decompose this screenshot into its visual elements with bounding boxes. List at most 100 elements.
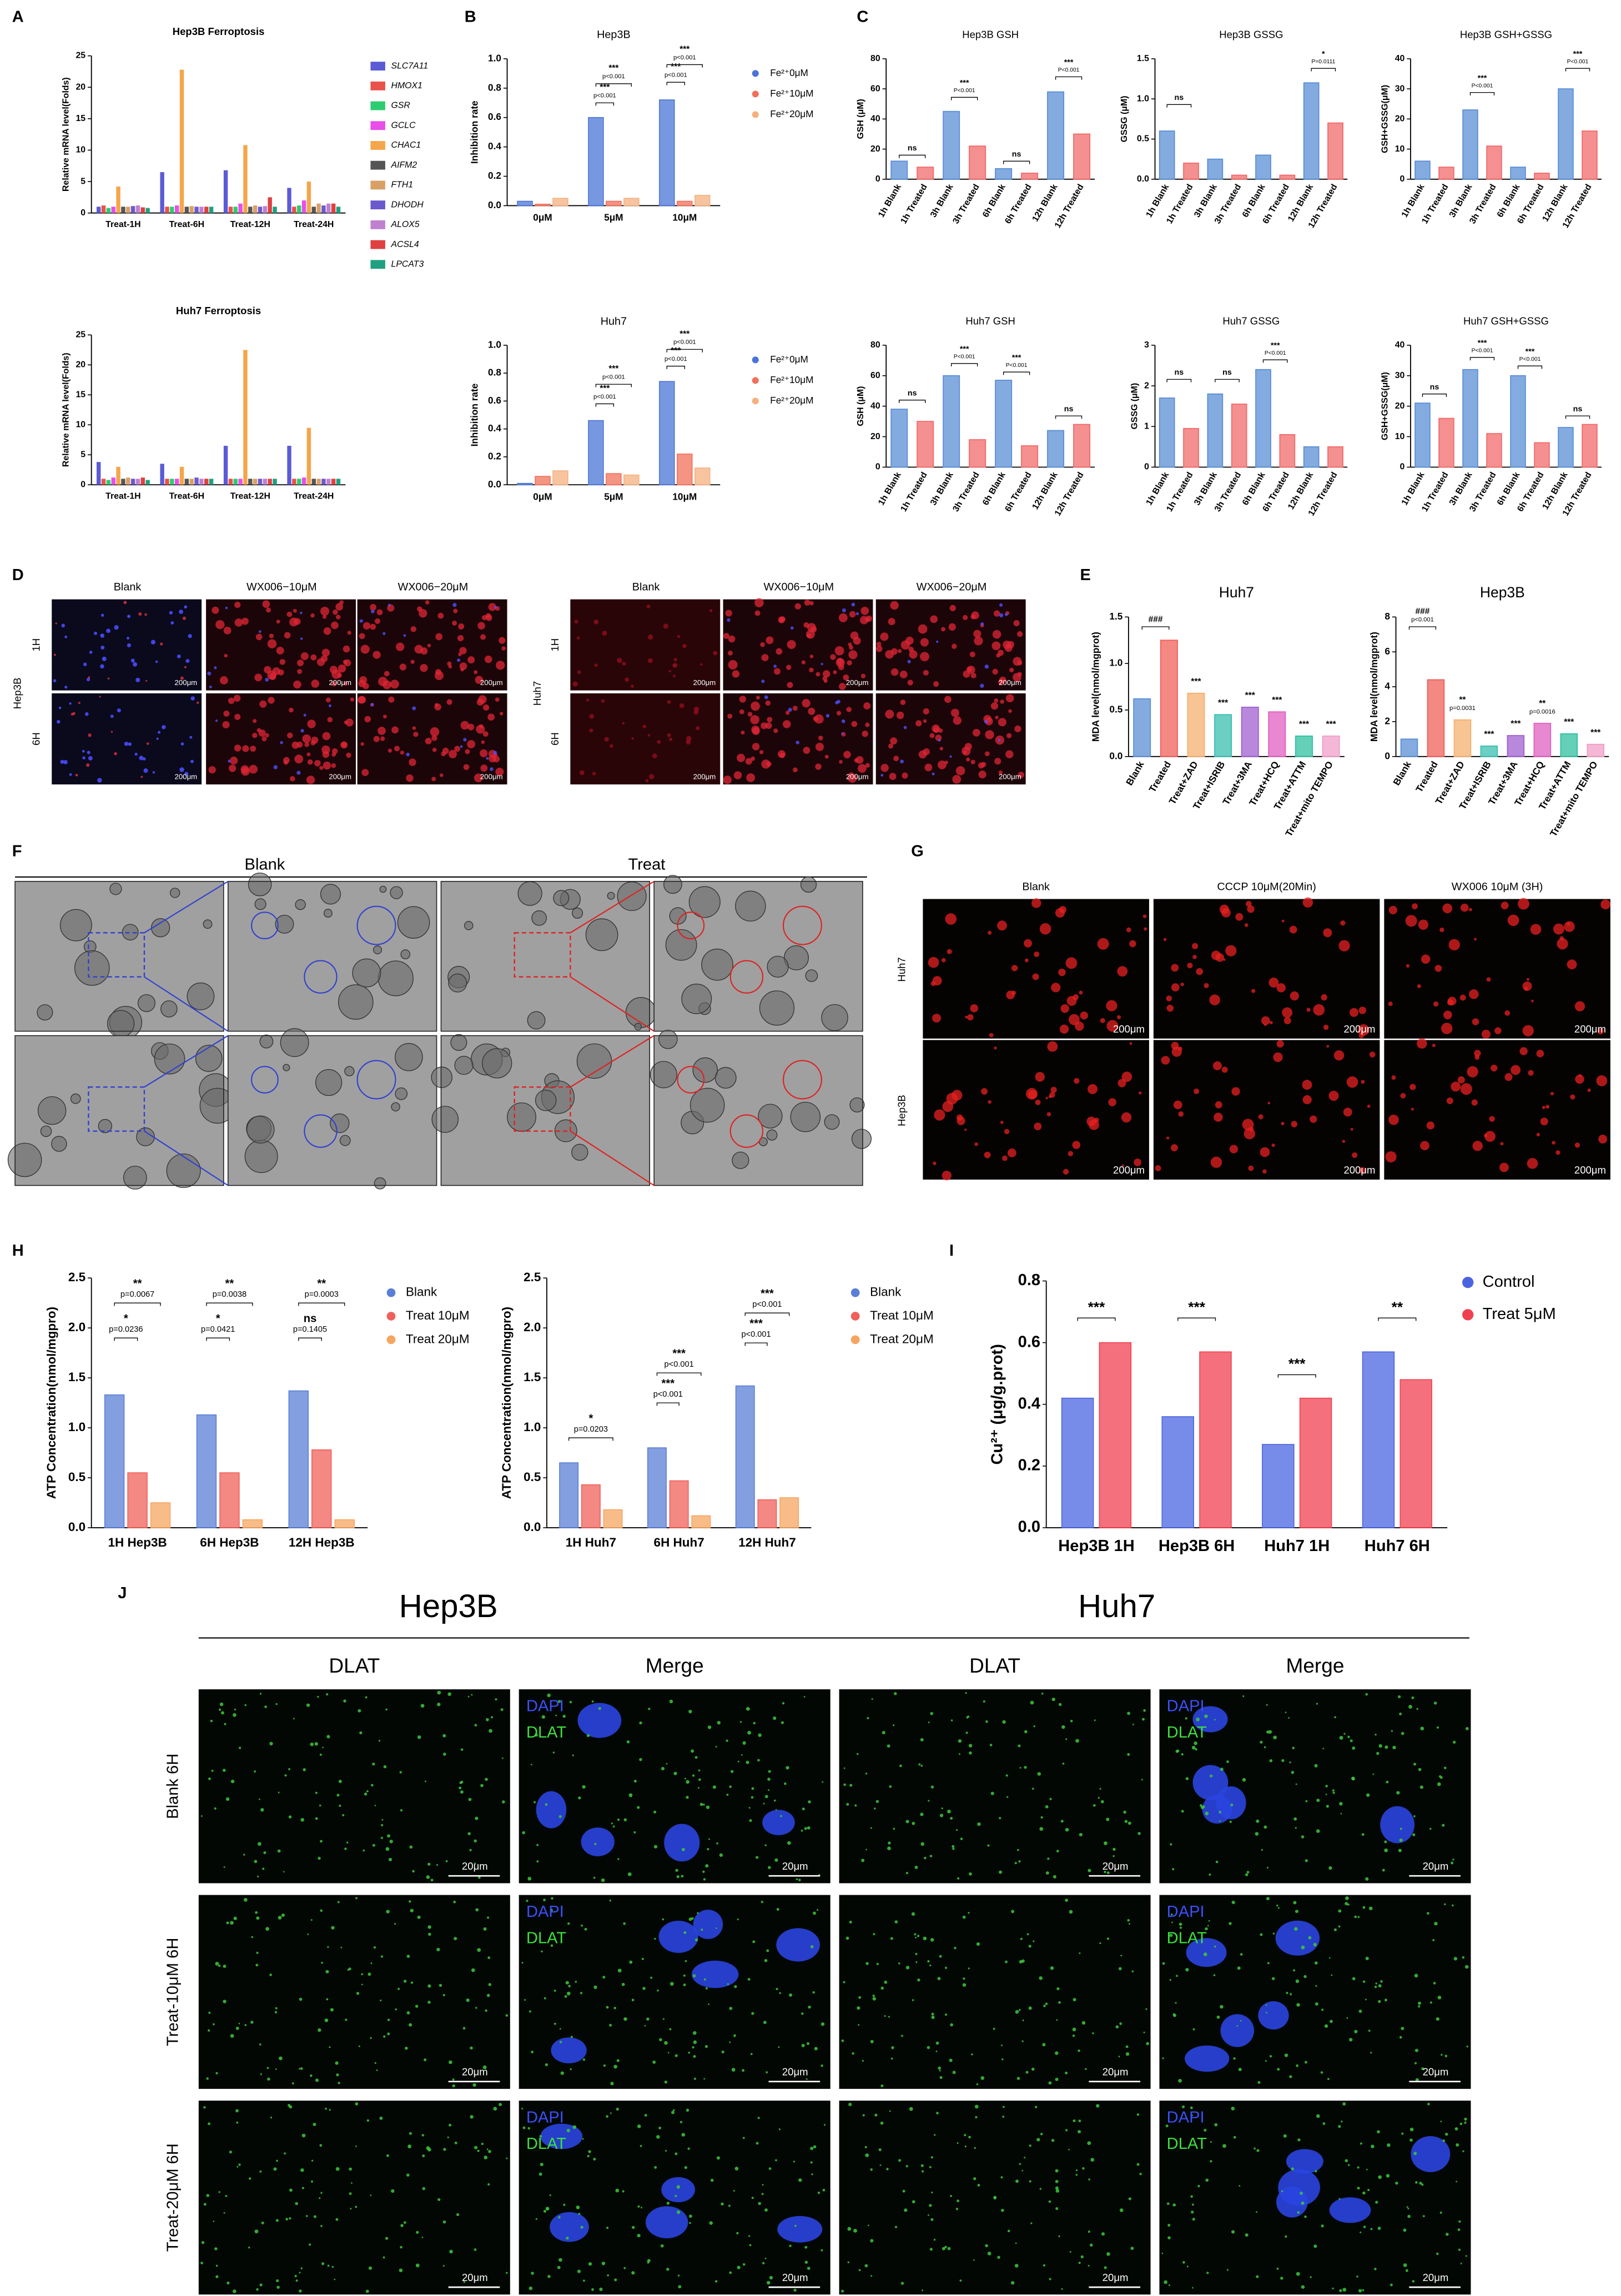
micrograph-spot: [568, 1985, 571, 1988]
micrograph-spot: [507, 1102, 536, 1132]
micrograph-spot: [1433, 1982, 1436, 1985]
micrograph-spot: [875, 645, 883, 652]
micrograph-spot: [471, 1694, 473, 1696]
micrograph-spot: [481, 2142, 484, 2146]
micrograph-spot: [688, 1710, 692, 1714]
y-tick-label: 3: [1144, 340, 1149, 350]
micrograph-spot: [761, 2193, 764, 2196]
micrograph-spot: [1361, 1833, 1365, 1836]
micrograph-spot: [598, 1706, 601, 1710]
micrograph-spot: [1574, 1142, 1580, 1148]
micrograph-spot: [463, 764, 470, 771]
micrograph-spot: [349, 2192, 352, 2196]
micrograph-spot: [453, 1900, 456, 1904]
significance-label: P<0.001: [954, 88, 975, 94]
micrograph-spot: [1333, 1050, 1345, 1061]
micrograph-spot: [639, 1721, 642, 1725]
micrograph-spot: [234, 713, 241, 720]
significance-bracket: [1378, 1317, 1417, 1321]
micrograph-spot: [1219, 1811, 1222, 1814]
scale-bar-label: 200μm: [999, 678, 1021, 687]
micrograph-spot: [1339, 1736, 1343, 1740]
significance-label: ***: [1573, 49, 1583, 58]
micrograph-spot: [301, 2133, 306, 2138]
micrograph-spot: [762, 2184, 764, 2186]
micrograph-spot: [1124, 1820, 1128, 1823]
micrograph-spot: [331, 763, 336, 768]
micrograph-spot: [374, 2062, 376, 2064]
micrograph-spot: [759, 990, 795, 1026]
bar: [165, 479, 169, 485]
micrograph-spot: [454, 2141, 457, 2144]
micrograph-spot: [213, 2023, 215, 2026]
micrograph-spot: [1061, 2288, 1063, 2290]
micrograph-spot: [793, 767, 798, 773]
micrograph-spot: [894, 1692, 897, 1695]
significance-label: p<0.001: [602, 73, 625, 80]
micrograph-spot: [482, 2065, 487, 2070]
bar: [209, 479, 214, 485]
micrograph-spot: [531, 1764, 532, 1766]
micrograph-spot: [1260, 1147, 1270, 1157]
micrograph-spot: [319, 1753, 322, 1756]
micrograph-spot: [1403, 2263, 1407, 2267]
micrograph-spot: [1434, 1921, 1438, 1926]
micrograph-spot: [311, 2180, 313, 2183]
micrograph-spot: [768, 1770, 771, 1773]
x-tick-label: 12H Huh7: [738, 1535, 796, 1549]
y-tick-label: 1.0: [488, 52, 501, 63]
micrograph-spot: [963, 615, 968, 620]
micrograph-spot: [406, 774, 414, 782]
micrograph-spot: [857, 2006, 860, 2010]
micrograph-spot: [314, 759, 321, 767]
micrograph-spot: [374, 1177, 386, 1190]
micrograph-spot: [265, 677, 269, 682]
micrograph-spot: [841, 2039, 844, 2042]
micrograph-spot: [258, 630, 261, 633]
micrograph-spot: [1004, 1129, 1010, 1135]
micrograph-spot: [230, 757, 238, 765]
micrograph-spot: [1276, 983, 1286, 993]
y-tick-label: 2: [1144, 381, 1149, 390]
micrograph-spot: [752, 743, 760, 751]
bar: [127, 1472, 148, 1528]
micrograph-spot: [143, 768, 148, 773]
micrograph-spot: [1341, 2121, 1343, 2123]
bar: [1327, 446, 1343, 468]
micrograph-spot: [300, 611, 303, 615]
y-tick-label: 1.0: [68, 1420, 85, 1434]
micrograph-spot: [684, 1778, 686, 1780]
micrograph-spot: [267, 2077, 270, 2081]
micrograph-spot: [122, 924, 139, 941]
micrograph-spot: [820, 662, 823, 666]
scale-bar-label: 20μm: [782, 2272, 808, 2283]
micrograph-spot: [1407, 2214, 1411, 2218]
micrograph-spot: [166, 1153, 201, 1188]
micrograph-spot: [1265, 2004, 1267, 2006]
nucleus: [1202, 1795, 1232, 1824]
micrograph-spot: [1248, 1165, 1254, 1171]
micrograph-spot: [1400, 1092, 1406, 1099]
micrograph-spot: [887, 1846, 891, 1850]
micrograph-spot: [874, 2113, 878, 2117]
micrograph-spot: [1412, 1833, 1416, 1836]
micrograph-spot: [865, 1849, 867, 1851]
micrograph-spot: [386, 2154, 389, 2157]
micrograph-spot: [1358, 1006, 1366, 1014]
x-tick-label: Blank: [1124, 759, 1146, 787]
micrograph-spot: [553, 890, 570, 907]
micrograph-spot: [450, 1034, 467, 1051]
micrograph-spot: [1553, 923, 1564, 935]
micrograph-spot: [293, 608, 297, 613]
micrograph-spot: [565, 1981, 569, 1985]
micrograph-spot: [1062, 1763, 1065, 1765]
micrograph-spot: [474, 2248, 477, 2251]
micrograph-spot: [373, 945, 382, 954]
micrograph-spot: [960, 1837, 963, 1840]
micrograph-spot: [330, 1113, 350, 1134]
micrograph-spot: [425, 738, 432, 744]
significance-bracket: [1055, 415, 1083, 419]
micrograph: [198, 2101, 510, 2295]
micrograph-spot: [249, 2177, 251, 2180]
bar: [223, 446, 228, 485]
